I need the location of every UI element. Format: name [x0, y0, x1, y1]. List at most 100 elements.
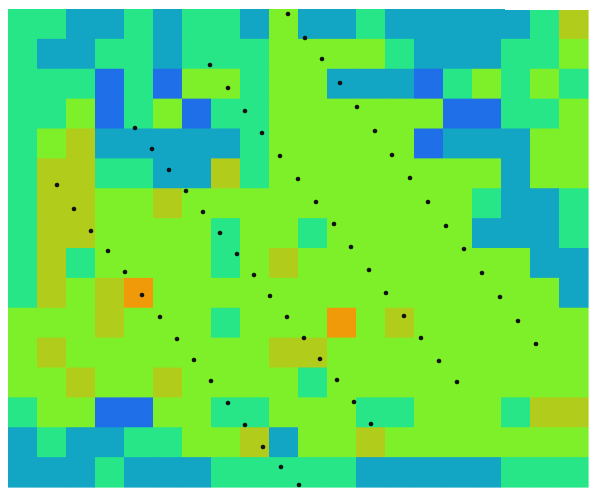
overlay-dot [174, 336, 180, 342]
heatmap-cell [356, 218, 386, 249]
overlay-dot [267, 293, 273, 299]
heatmap-cell [95, 427, 125, 458]
heatmap-cell [211, 397, 241, 428]
heatmap-cell [385, 158, 415, 189]
heatmap-cell [66, 248, 96, 279]
heatmap-cell [240, 337, 270, 369]
heatmap-cell [269, 277, 299, 309]
heatmap-cell [8, 98, 38, 130]
heatmap-cell [211, 128, 241, 159]
heatmap-cell [298, 38, 328, 70]
heatmap-cell [240, 98, 270, 130]
heatmap-cell [501, 218, 531, 249]
heatmap-cell [414, 337, 444, 369]
heatmap-cell [385, 427, 415, 458]
overlay-dot [251, 272, 257, 278]
heatmap-cell [327, 367, 357, 398]
heatmap-cell [95, 128, 125, 159]
heatmap-cell [530, 9, 560, 40]
heatmap-cell [66, 367, 96, 398]
heatmap-cell [530, 337, 560, 369]
heatmap-cell [443, 98, 473, 130]
heatmap-cell [240, 367, 270, 398]
heatmap-cell [211, 457, 241, 488]
heatmap-cell [501, 9, 531, 40]
heatmap-cell [211, 98, 241, 130]
heatmap-cell [414, 98, 444, 130]
overlay-dot [295, 176, 301, 182]
heatmap-cell [240, 188, 270, 219]
heatmap-cell [472, 38, 502, 70]
heatmap-cell [95, 218, 125, 249]
heatmap-cell [182, 158, 212, 189]
heatmap-cell [66, 9, 96, 40]
heatmap-cell [153, 218, 183, 249]
heatmap-cell [8, 38, 38, 70]
heatmap-cell [211, 337, 241, 369]
heatmap-cell [95, 68, 125, 100]
overlay-dot [259, 130, 265, 136]
heatmap-cell [298, 188, 328, 219]
heatmap-cell [443, 337, 473, 369]
heatmap-cell [356, 98, 386, 130]
heatmap-cell [95, 307, 125, 339]
overlay-dot [183, 188, 189, 194]
heatmap-cell [443, 277, 473, 309]
heatmap-cell [211, 188, 241, 219]
heatmap-cell [559, 128, 589, 159]
heatmap-cell [37, 9, 67, 40]
heatmap-cell [124, 397, 154, 428]
heatmap-cell [37, 248, 67, 279]
overlay-dot [191, 357, 197, 363]
heatmap-cell [124, 38, 154, 70]
heatmap-cell [95, 188, 125, 219]
heatmap-cell [37, 367, 67, 398]
heatmap-cell [153, 98, 183, 130]
heatmap-cell [559, 277, 589, 309]
heatmap-cell [385, 307, 415, 339]
heatmap-cell [385, 397, 415, 428]
overlay-dot [302, 35, 308, 41]
heatmap-cell [269, 307, 299, 339]
heatmap-cell [443, 188, 473, 219]
heatmap-cell [356, 427, 386, 458]
heatmap-cell [559, 98, 589, 130]
heatmap-cell [95, 397, 125, 428]
overlay-dot [337, 80, 343, 86]
heatmap-cell [385, 248, 415, 279]
heatmap-cell [298, 307, 328, 339]
overlay-dot [533, 341, 539, 347]
heatmap-cell [124, 337, 154, 369]
heatmap-cell [298, 367, 328, 398]
overlay-dot [351, 399, 357, 405]
heatmap-cell [8, 158, 38, 189]
heatmap-cell [472, 218, 502, 249]
overlay-dot [366, 267, 372, 273]
overlay-dot [225, 85, 231, 91]
heatmap-cell [66, 427, 96, 458]
heatmap-cell [182, 98, 212, 130]
heatmap-cell [8, 337, 38, 369]
overlay-dot [313, 199, 319, 205]
heatmap-cell [385, 457, 415, 488]
heatmap-cell [443, 457, 473, 488]
heatmap-cell [472, 188, 502, 219]
heatmap-cell [559, 427, 589, 458]
heatmap-cell [501, 188, 531, 219]
heatmap-cell [530, 188, 560, 219]
heatmap-cell [327, 248, 357, 279]
heatmap-cell [8, 307, 38, 339]
heatmap-cell [472, 397, 502, 428]
heatmap-cell [37, 68, 67, 100]
heatmap-cell [124, 68, 154, 100]
heatmap-cell [559, 218, 589, 249]
heatmap-cell [472, 128, 502, 159]
heatmap-cell [530, 367, 560, 398]
heatmap-cell [414, 367, 444, 398]
heatmap-cell [443, 38, 473, 70]
heatmap-cell [240, 218, 270, 249]
overlay-dot [389, 152, 395, 158]
heatmap-cell [414, 277, 444, 309]
heatmap-cell [501, 457, 531, 488]
heatmap-cell [501, 427, 531, 458]
